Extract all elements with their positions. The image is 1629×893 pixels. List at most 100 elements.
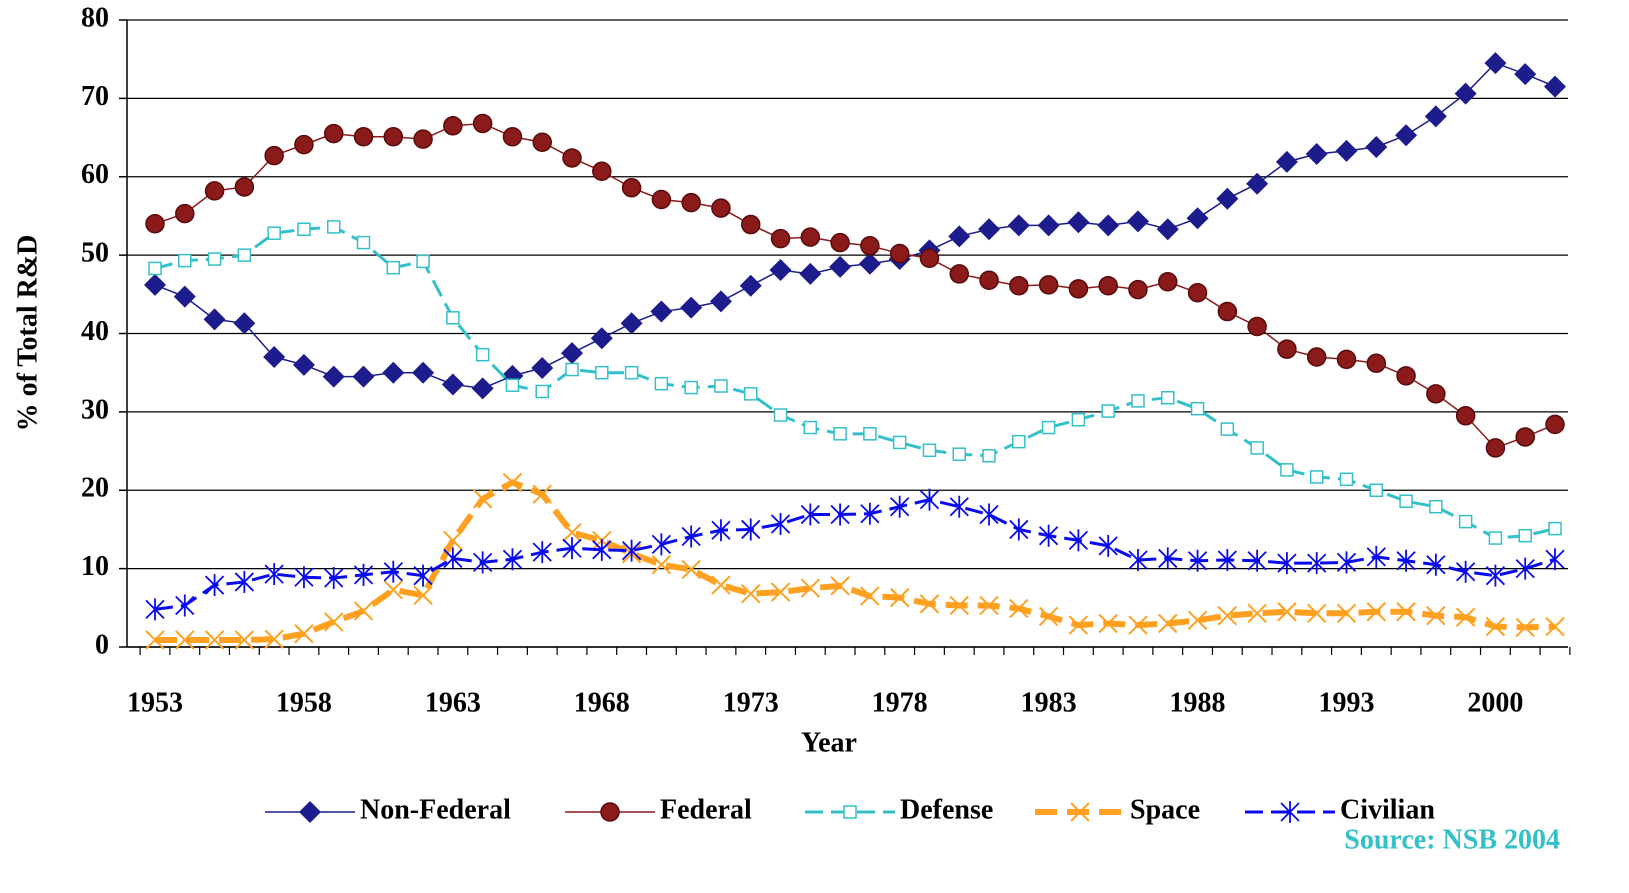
marker (743, 387, 758, 401)
marker (650, 300, 673, 323)
marker (1336, 603, 1357, 624)
marker (1485, 564, 1506, 587)
marker (1456, 560, 1476, 583)
marker (1429, 499, 1443, 514)
marker (1548, 521, 1562, 536)
marker (237, 248, 252, 262)
marker (1458, 514, 1473, 529)
marker (1007, 214, 1030, 237)
marker (803, 420, 818, 435)
marker (711, 519, 731, 542)
marker (1277, 339, 1297, 359)
marker (352, 365, 375, 388)
marker (383, 127, 404, 147)
marker (952, 447, 967, 461)
marker (651, 554, 672, 575)
marker (1336, 551, 1357, 574)
marker (565, 362, 579, 377)
marker (324, 612, 344, 632)
marker (322, 365, 345, 388)
marker (684, 380, 698, 395)
marker (1485, 438, 1506, 458)
x-tick-label: 1953 (127, 687, 183, 718)
marker (979, 270, 999, 290)
marker (889, 587, 910, 608)
marker (1071, 412, 1086, 427)
marker (263, 346, 286, 369)
y-tick-label: 10 (81, 551, 109, 582)
marker (1187, 610, 1208, 631)
series-line (154, 62, 1556, 390)
marker (1038, 524, 1059, 547)
source: Source: NSB 2004 (1344, 824, 1560, 855)
series-line (154, 122, 1556, 449)
marker (979, 503, 999, 526)
marker (1246, 172, 1269, 195)
marker (830, 576, 850, 596)
marker (413, 564, 433, 587)
marker (800, 503, 820, 526)
marker (1097, 214, 1120, 237)
marker (353, 563, 374, 586)
marker (443, 547, 463, 570)
y-tick-label: 0 (95, 629, 109, 660)
marker (1485, 616, 1506, 637)
marker (1070, 802, 1090, 822)
marker (1424, 105, 1447, 128)
marker (413, 129, 433, 149)
marker (203, 308, 226, 331)
y-tick-label: 80 (81, 2, 109, 33)
marker (1012, 434, 1026, 449)
marker (562, 537, 582, 560)
marker (561, 342, 584, 365)
marker (1068, 615, 1089, 635)
marker (1365, 135, 1388, 158)
marker (207, 252, 222, 266)
marker (383, 560, 403, 583)
marker (621, 177, 642, 198)
marker (1217, 301, 1238, 322)
marker (1217, 549, 1237, 572)
marker (441, 373, 464, 396)
marker (1515, 427, 1535, 447)
marker (681, 525, 701, 548)
marker (1128, 615, 1148, 635)
marker (654, 376, 669, 391)
y-tick-label: 30 (81, 394, 109, 425)
marker (1426, 553, 1446, 576)
marker (1396, 602, 1416, 622)
x-tick-label: 1958 (276, 687, 332, 718)
marker (592, 538, 612, 561)
marker (800, 578, 821, 598)
marker (383, 580, 404, 600)
marker (843, 805, 857, 819)
marker (1250, 441, 1264, 455)
marker (590, 327, 613, 350)
marker (770, 228, 791, 249)
marker (1366, 353, 1387, 374)
marker (711, 198, 731, 218)
marker (1366, 602, 1386, 622)
marker (173, 285, 196, 308)
marker (356, 235, 371, 250)
marker (800, 227, 821, 247)
marker (443, 530, 463, 551)
marker (681, 559, 701, 580)
marker (175, 203, 195, 224)
marker (1275, 150, 1298, 173)
marker (600, 802, 620, 822)
marker (1190, 401, 1205, 416)
marker (1395, 124, 1418, 147)
marker (1514, 63, 1537, 86)
marker (353, 127, 374, 147)
marker (919, 488, 940, 511)
marker (1396, 366, 1416, 386)
marker (1009, 518, 1029, 541)
marker (472, 489, 493, 509)
y-tick-label: 60 (81, 159, 109, 190)
marker (178, 253, 192, 268)
y-tick-label: 20 (81, 473, 109, 504)
marker (562, 522, 582, 543)
marker (1037, 214, 1060, 237)
